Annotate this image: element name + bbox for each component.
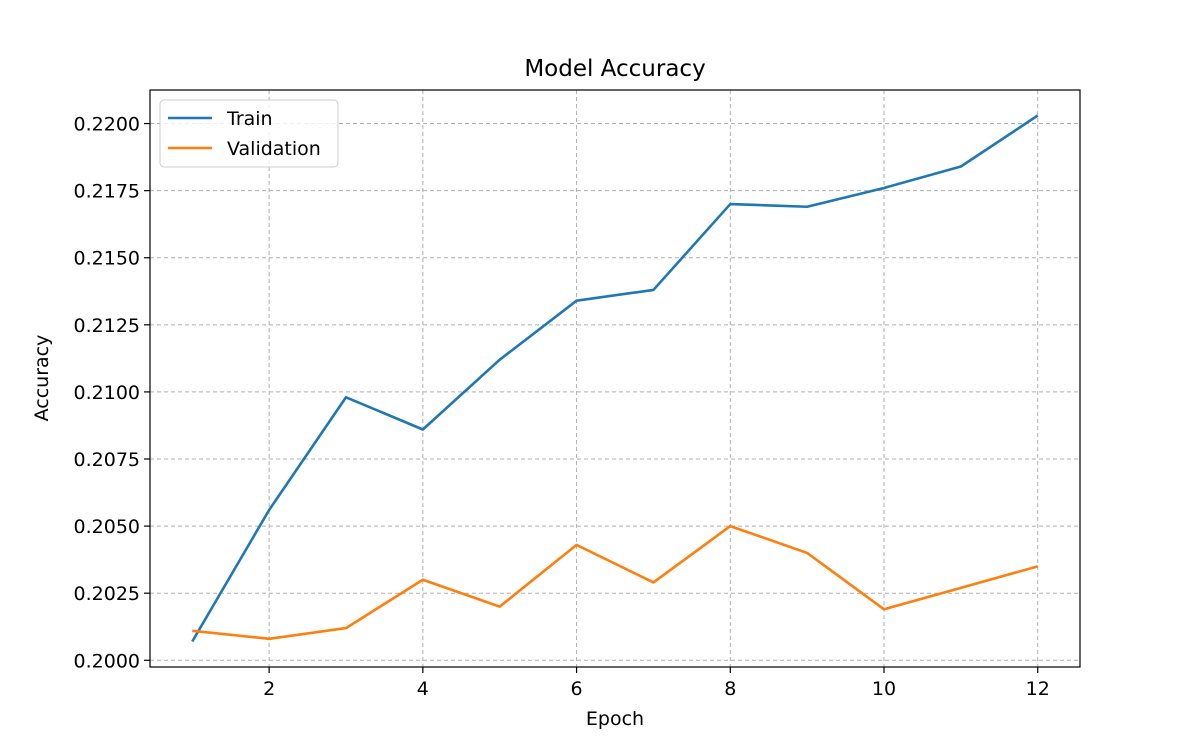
grid-lines <box>150 90 1080 667</box>
series-lines <box>191 114 1039 643</box>
x-tick-label: 12 <box>1026 678 1050 700</box>
x-axis-label: Epoch <box>586 708 644 730</box>
train-series-line <box>191 114 1039 643</box>
legend-label-train: Train <box>226 108 273 130</box>
legend-label-validation: Validation <box>227 138 321 160</box>
x-tick-label: 10 <box>872 678 896 700</box>
y-tick-label: 0.2075 <box>74 449 140 471</box>
x-tick-label: 6 <box>571 678 583 700</box>
x-axis-ticks: 2 4 6 8 10 12 <box>263 667 1050 700</box>
y-tick-label: 0.2150 <box>74 248 140 270</box>
y-axis-ticks: 0.2000 0.2025 0.2050 0.2075 0.2100 0.2125 0.21… <box>74 114 150 672</box>
y-axis-label: Accuracy <box>31 335 53 422</box>
y-tick-label: 0.2025 <box>74 583 140 605</box>
x-tick-label: 8 <box>724 678 736 700</box>
y-tick-label: 0.2050 <box>74 516 140 538</box>
chart-title: Model Accuracy <box>524 56 705 82</box>
plot-area-frame <box>149 89 1081 668</box>
y-tick-label: 0.2125 <box>74 315 140 337</box>
x-tick-label: 4 <box>417 678 429 700</box>
y-tick-label: 0.2200 <box>74 114 140 136</box>
x-tick-label: 2 <box>263 678 275 700</box>
validation-series-line <box>192 524 1039 641</box>
y-tick-label: 0.2100 <box>74 382 140 404</box>
y-tick-label: 0.2000 <box>74 650 140 672</box>
y-tick-label: 0.2175 <box>74 181 140 203</box>
legend: Train Validation <box>159 99 339 168</box>
